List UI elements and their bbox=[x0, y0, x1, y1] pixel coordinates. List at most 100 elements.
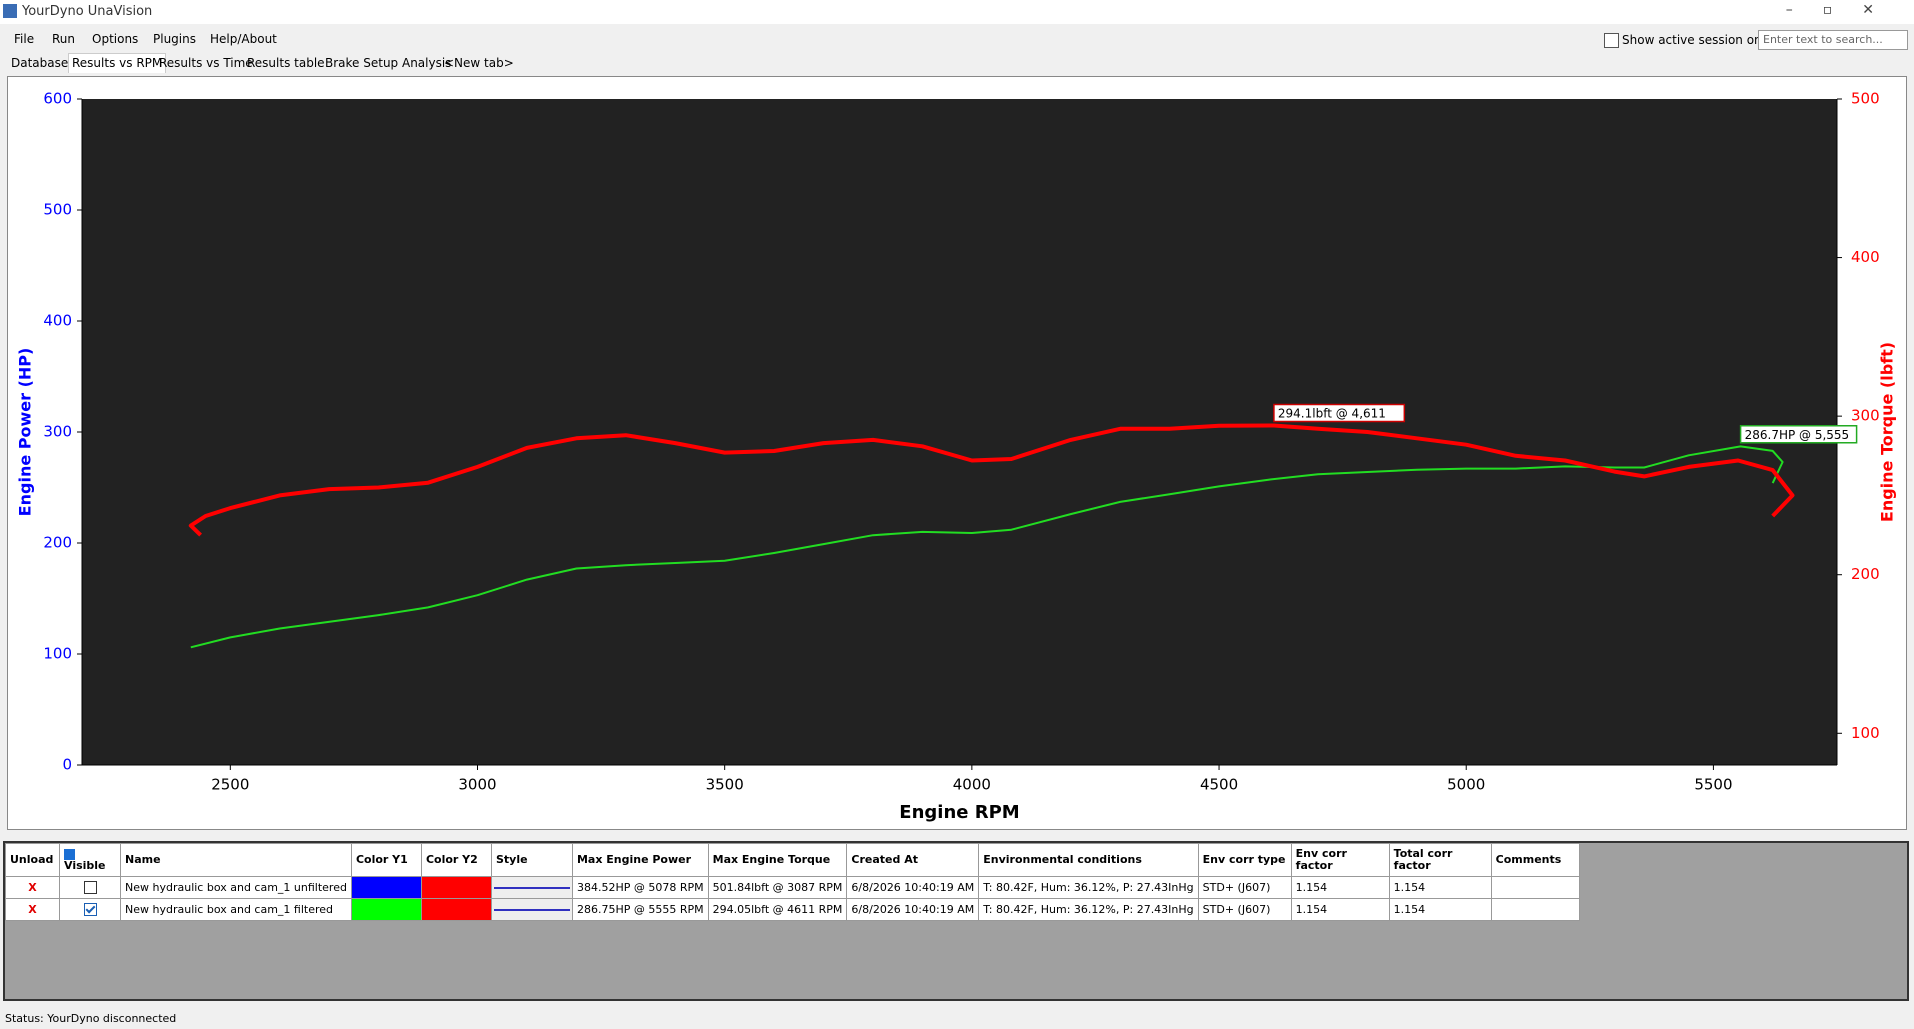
table-cell: 286.75HP @ 5555 RPM bbox=[571, 898, 709, 921]
table-cell: 1.154 bbox=[1388, 898, 1492, 921]
y2-tick-label: 500 bbox=[1851, 90, 1880, 108]
color-swatch[interactable] bbox=[350, 898, 422, 921]
column-header-text: Style bbox=[495, 853, 528, 866]
x-tick-label: 5500 bbox=[1694, 776, 1732, 794]
search-box[interactable]: Enter text to search... bbox=[1758, 30, 1908, 50]
tab[interactable]: Results vs Time bbox=[159, 56, 253, 70]
menu-item[interactable]: Help/About bbox=[210, 32, 277, 46]
name-cell: New hydraulic box and cam_1 filtered bbox=[120, 898, 352, 921]
checkbox[interactable] bbox=[1604, 33, 1619, 48]
table-cell: T: 80.42F, Hum: 36.12%, P: 27.43InHg bbox=[978, 876, 1199, 899]
x-tick-label: 4000 bbox=[953, 776, 991, 794]
y-tick-label: 0 bbox=[62, 756, 72, 774]
x-tick-label: 2500 bbox=[211, 776, 249, 794]
chart: 2500 3000 3500 4000 4500 5000 5500 0 100 200 300 40… bbox=[16, 90, 1897, 824]
y-tick-label: 500 bbox=[43, 201, 72, 219]
tab[interactable]: Database bbox=[11, 56, 69, 70]
column-header-text: Environmental conditions bbox=[983, 853, 1142, 866]
table-cell: T: 80.42F, Hum: 36.12%, P: 27.43InHg bbox=[978, 898, 1199, 921]
style-line bbox=[493, 908, 570, 911]
header-checkbox[interactable] bbox=[64, 848, 75, 860]
y2-tick-label: 400 bbox=[1851, 248, 1880, 266]
column-header: Env corr factor bbox=[1290, 843, 1390, 877]
tab[interactable]: Results table bbox=[247, 56, 325, 70]
visible-checkbox[interactable] bbox=[83, 903, 97, 917]
results-table: Unload Visible Name Color Y1 Color Y2 Style Ma… bbox=[5, 843, 1580, 921]
column-header: Total corr factor bbox=[1388, 843, 1492, 877]
style-cell[interactable] bbox=[490, 898, 573, 921]
menu-item[interactable]: Run bbox=[52, 32, 76, 46]
menu-item[interactable]: File bbox=[14, 32, 35, 46]
column-header: Name bbox=[120, 843, 352, 877]
y2-tick-label: 200 bbox=[1851, 565, 1880, 583]
y-tick-label: 600 bbox=[43, 90, 72, 108]
column-header: Max Engine Power bbox=[571, 843, 709, 877]
column-header-text: Env corr type bbox=[1202, 853, 1286, 866]
table-cell: 1.154 bbox=[1388, 876, 1492, 899]
y-axis-title: Engine Power (HP) bbox=[16, 348, 35, 517]
color-swatch[interactable] bbox=[420, 876, 492, 899]
column-header-text: Env corr factor bbox=[1295, 847, 1347, 872]
y2-tick-label: 300 bbox=[1851, 407, 1880, 425]
comments-cell bbox=[1490, 876, 1580, 899]
column-header: Visible bbox=[59, 843, 121, 877]
column-header-text: Max Engine Torque bbox=[712, 853, 831, 866]
y2-tick-label: 100 bbox=[1851, 724, 1880, 742]
column-header-text: Visible bbox=[64, 859, 106, 872]
column-header: Comments bbox=[1490, 843, 1580, 877]
window-controls[interactable]: –▫✕ bbox=[1785, 2, 1904, 18]
table-cell: STD+ (J607) bbox=[1197, 898, 1292, 921]
table-cell: 1.154 bbox=[1290, 876, 1390, 899]
x-tick-label: 3000 bbox=[458, 776, 496, 794]
column-header: Created At bbox=[846, 843, 980, 877]
annotation-box bbox=[1273, 403, 1406, 423]
y-tick-label: 400 bbox=[43, 312, 72, 330]
x-axis-title: Engine RPM bbox=[899, 802, 1019, 823]
annotation-box bbox=[1739, 425, 1858, 444]
search-placeholder: Enter text to search... bbox=[1763, 33, 1883, 46]
table-cell: 6/8/2026 10:40:19 AM bbox=[846, 876, 980, 899]
unload-button[interactable]: X bbox=[5, 876, 60, 899]
style-cell[interactable] bbox=[490, 876, 573, 899]
checkbox-label[interactable]: Show active session only bbox=[1622, 33, 1773, 47]
table-row[interactable]: X New hydraulic box and cam_1 unfiltered 3… bbox=[5, 876, 1580, 899]
name-cell: New hydraulic box and cam_1 unfiltered bbox=[120, 876, 352, 899]
tab[interactable]: Results vs RPM bbox=[68, 53, 167, 73]
menu-bar: File Run Options Plugins Help/About bbox=[0, 26, 1914, 52]
results-table-panel: Unload Visible Name Color Y1 Color Y2 Style Ma… bbox=[3, 841, 1909, 1001]
chart-panel: 2500 3000 3500 4000 4500 5000 5500 0 100 200 300 40… bbox=[7, 76, 1907, 830]
column-header-text: Color Y2 bbox=[425, 853, 478, 866]
column-header: Style bbox=[490, 843, 573, 877]
window-title: YourDyno UnaVision bbox=[22, 4, 153, 19]
plot-area bbox=[82, 99, 1837, 765]
color-swatch[interactable] bbox=[420, 898, 492, 921]
unload-button[interactable]: X bbox=[5, 898, 60, 921]
table-cell: 501.84lbft @ 3087 RPM bbox=[707, 876, 848, 899]
x-tick-label: 4500 bbox=[1200, 776, 1238, 794]
column-header-text: Unload bbox=[10, 853, 54, 866]
y-tick-label: 100 bbox=[43, 645, 72, 663]
column-header: Environmental conditions bbox=[978, 843, 1199, 877]
column-header: Max Engine Torque bbox=[707, 843, 848, 877]
tab[interactable]: <New tab> bbox=[444, 56, 514, 70]
x-tick-label: 3500 bbox=[706, 776, 744, 794]
x-tick-label: 5000 bbox=[1447, 776, 1485, 794]
color-swatch[interactable] bbox=[350, 876, 422, 899]
menu-item[interactable]: Plugins bbox=[153, 32, 196, 46]
style-line bbox=[493, 886, 570, 889]
tab[interactable]: Brake Setup Analysis bbox=[325, 56, 452, 70]
column-header-text: Total corr factor bbox=[1393, 847, 1453, 872]
series-line bbox=[188, 423, 1795, 537]
table-cell: STD+ (J607) bbox=[1197, 876, 1292, 899]
column-header: Unload bbox=[5, 843, 60, 877]
column-header-text: Name bbox=[125, 853, 161, 866]
column-header-text: Max Engine Power bbox=[576, 853, 692, 866]
column-header: Color Y2 bbox=[420, 843, 492, 877]
visible-checkbox[interactable] bbox=[83, 881, 97, 895]
visible-cell bbox=[59, 898, 121, 921]
table-row[interactable]: X New hydraulic box and cam_1 filtered 286… bbox=[5, 898, 1580, 921]
y2-axis-title: Engine Torque (lbft) bbox=[1878, 342, 1897, 522]
menu-item[interactable]: Options bbox=[92, 32, 139, 46]
column-header-text: Created At bbox=[851, 853, 918, 866]
series-line bbox=[190, 445, 1784, 649]
